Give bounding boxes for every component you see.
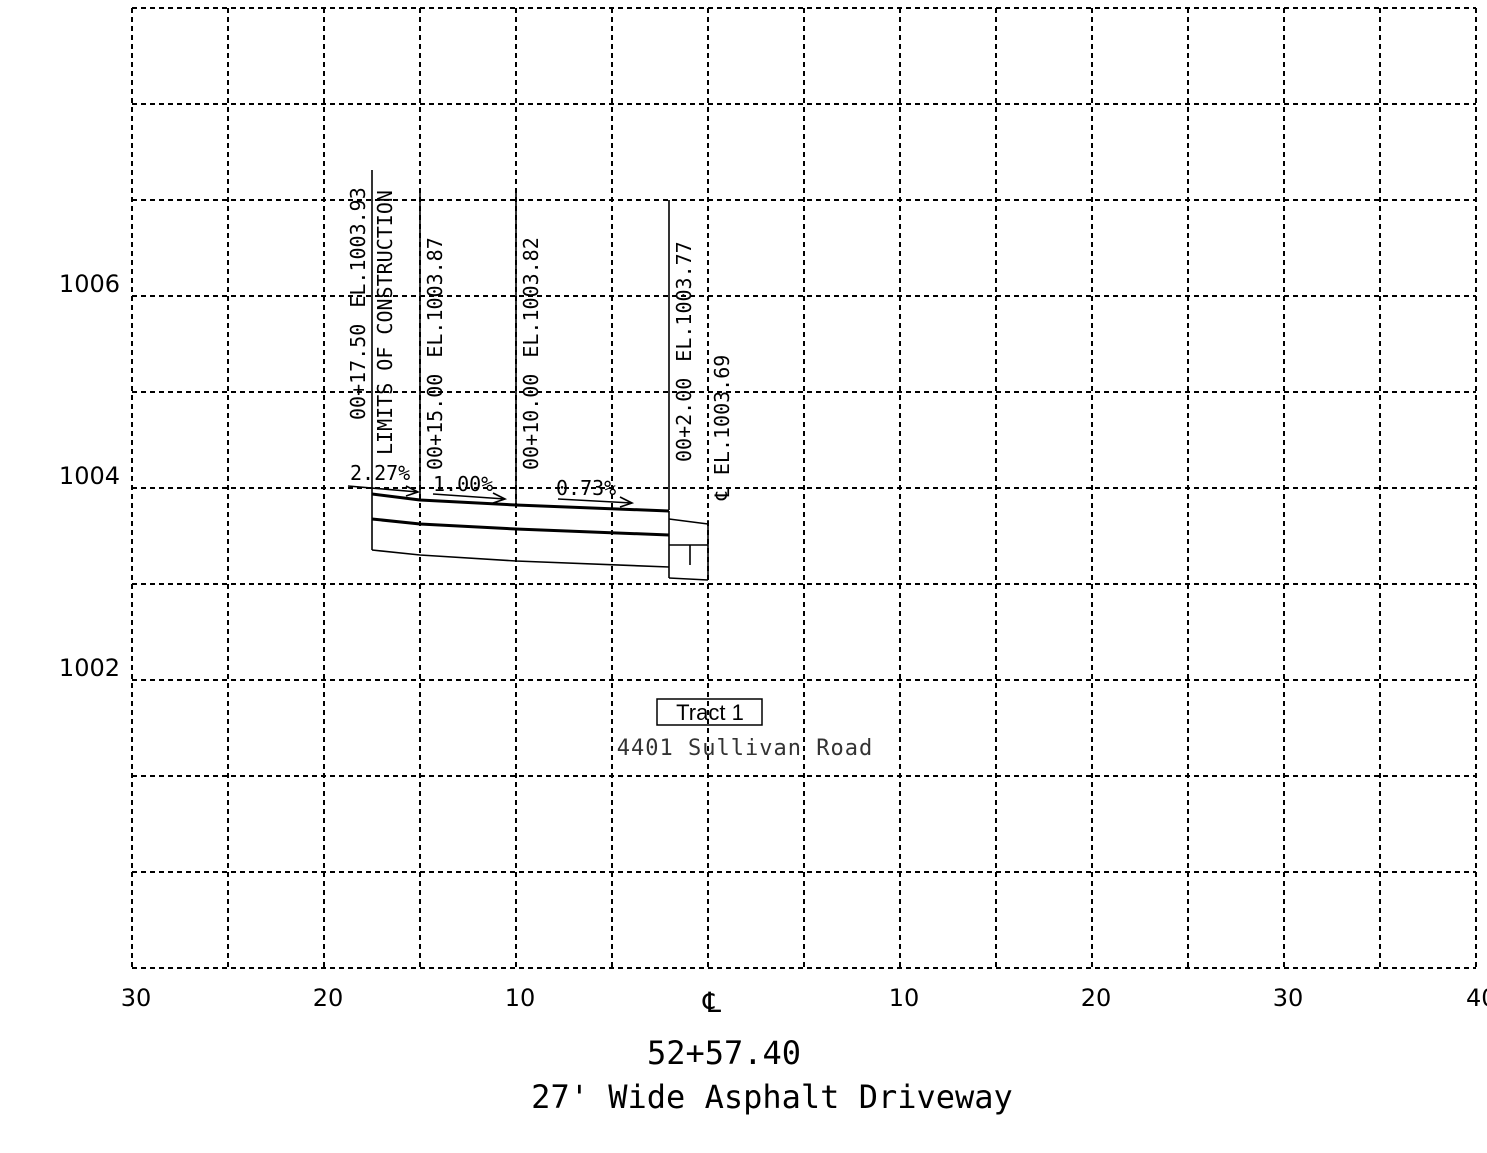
tract-address: 4401 Sullivan Road — [617, 736, 873, 761]
slope-annotations: 2.27% 1.00% 0.73% — [347, 461, 635, 508]
section-description: 27' Wide Asphalt Driveway — [531, 1078, 1013, 1116]
centerline-elevation-label: ℄ EL.1003.69 — [710, 355, 734, 501]
slope-arrowhead — [619, 496, 635, 508]
tract-label-box — [656, 698, 763, 726]
dashed-grid — [131, 7, 1477, 969]
section-station: 52+57.40 — [647, 1034, 801, 1072]
x-axis-label: 10 — [505, 984, 536, 1012]
slope-label: 2.27% — [350, 461, 410, 485]
slope-label: 0.73% — [556, 476, 616, 500]
station-note: LIMITS OF CONSTRUCTION — [373, 190, 397, 455]
x-axis-label: 10 — [889, 984, 920, 1012]
station-label: 00+2.00EL.1003.77 — [672, 241, 696, 462]
slope-arrow-line — [347, 485, 419, 493]
slope-label: 1.00% — [433, 472, 493, 496]
y-axis-labels: 1006 1004 1002 — [59, 270, 120, 682]
station-label: 00+10.00EL.1003.82 — [519, 237, 543, 470]
section-title: 52+57.40 27' Wide Asphalt Driveway — [531, 1034, 1013, 1116]
y-axis-label: 1006 — [59, 270, 120, 298]
x-axis-label: 20 — [1081, 984, 1112, 1012]
slope-arrow-line — [557, 498, 633, 504]
y-axis-label: 1002 — [59, 654, 120, 682]
station-label: 00+15.00EL.1003.87 — [423, 237, 447, 470]
y-axis-label: 1004 — [59, 462, 120, 490]
slope-arrow-line — [432, 493, 506, 500]
tract-annotation: Tract 1 4401 Sullivan Road — [617, 698, 873, 761]
subgrade-line — [371, 549, 670, 568]
driveway-profile — [371, 492, 709, 581]
station-label: 00+17.50EL.1003.93 — [346, 187, 370, 420]
top-surface-line — [371, 492, 670, 513]
station-leaders — [371, 170, 670, 510]
edge-detail-line — [668, 577, 709, 581]
tract-label: Tract 1 — [676, 700, 744, 725]
x-axis-label: 30 — [1273, 984, 1304, 1012]
centerline-symbol: ℄ — [702, 986, 721, 1019]
pavement-base-line — [371, 517, 670, 537]
edge-detail-line — [668, 518, 709, 525]
x-axis-labels: 30 20 10 ℄ 10 20 30 40 — [121, 984, 1487, 1019]
slope-arrowhead — [405, 485, 421, 497]
x-axis-label: 40 — [1466, 984, 1487, 1012]
x-axis-label: 30 — [121, 984, 152, 1012]
station-labels: 00+17.50EL.1003.93 LIMITS OF CONSTRUCTIO… — [346, 187, 734, 501]
slope-arrowhead — [492, 492, 508, 504]
x-axis-label: 20 — [313, 984, 344, 1012]
